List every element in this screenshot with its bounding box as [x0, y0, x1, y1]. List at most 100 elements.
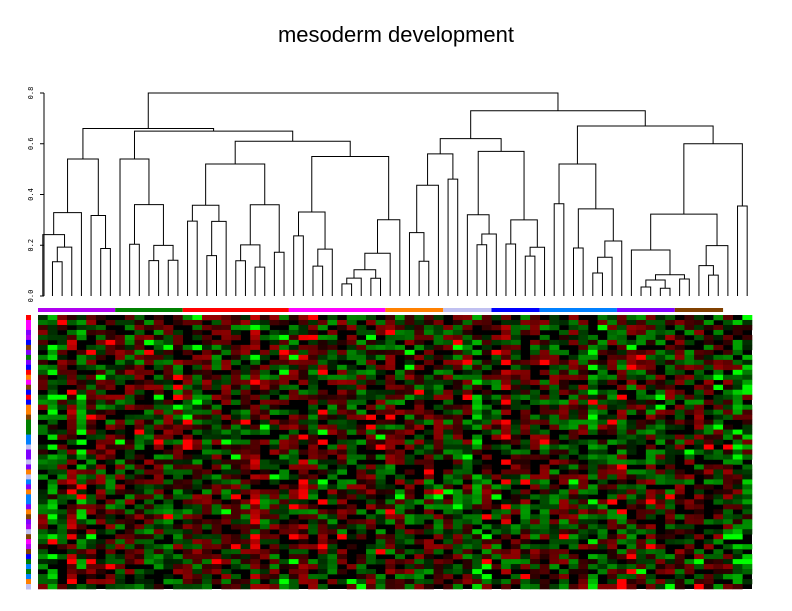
heatmap-cell: [279, 339, 290, 346]
heatmap-cell: [732, 569, 743, 575]
row-color-bar: [26, 554, 31, 560]
heatmap-cell: [452, 359, 463, 366]
heatmap-cell: [173, 344, 184, 351]
heatmap-cell: [366, 359, 377, 366]
heatmap-cell: [742, 569, 753, 575]
heatmap-cell: [481, 349, 492, 356]
heatmap-cell: [607, 424, 618, 430]
heatmap-cell: [713, 539, 724, 545]
heatmap-cell: [568, 569, 579, 575]
heatmap-cell: [317, 374, 328, 381]
heatmap-cell: [57, 399, 68, 405]
heatmap-cell: [250, 374, 261, 381]
heatmap-cell: [472, 504, 483, 510]
heatmap-cell: [742, 489, 753, 495]
heatmap-cell: [636, 529, 647, 535]
heatmap-cell: [375, 394, 386, 400]
heatmap-cell: [298, 324, 309, 331]
heatmap-cell: [655, 579, 666, 585]
heatmap-cell: [153, 469, 164, 475]
heatmap-cell: [38, 334, 48, 341]
heatmap-cell: [211, 404, 222, 410]
heatmap-cell: [597, 569, 608, 575]
heatmap-cell: [308, 359, 319, 366]
heatmap-cell: [115, 349, 126, 356]
heatmap-cell: [337, 419, 348, 425]
heatmap-cell: [732, 429, 743, 435]
heatmap-cell: [578, 439, 589, 445]
heatmap-cell: [501, 444, 512, 450]
heatmap-cell: [173, 564, 184, 570]
heatmap-cell: [240, 459, 251, 465]
heatmap-cell: [626, 379, 637, 386]
heatmap-cell: [95, 429, 106, 435]
heatmap-cell: [684, 504, 695, 510]
heatmap-cell: [337, 454, 348, 460]
heatmap-cell: [645, 474, 656, 480]
heatmap-cell: [38, 424, 48, 430]
row-color-bar: [26, 404, 31, 411]
heatmap-cell: [510, 354, 521, 361]
heatmap-cell: [47, 354, 58, 361]
heatmap-cell: [703, 464, 714, 470]
heatmap-cell: [105, 474, 116, 480]
row-color-bar: [26, 339, 31, 346]
heatmap-cell: [481, 414, 492, 420]
heatmap-cell: [308, 529, 319, 535]
heatmap-cell: [568, 469, 579, 475]
heatmap-cell: [694, 579, 705, 585]
heatmap-cell: [76, 504, 87, 510]
heatmap-cell: [530, 484, 541, 490]
heatmap-cell: [655, 414, 666, 420]
heatmap-cell: [192, 315, 203, 321]
heatmap-cell: [607, 544, 618, 550]
heatmap-cell: [472, 569, 483, 575]
heatmap-cell: [395, 569, 405, 575]
heatmap-cell: [472, 424, 483, 430]
heatmap-cell: [288, 484, 299, 490]
heatmap-cell: [655, 499, 666, 505]
heatmap-cell: [423, 469, 434, 475]
heatmap-cell: [578, 354, 589, 361]
heatmap-cell: [433, 364, 444, 371]
heatmap-cell: [76, 449, 87, 455]
heatmap-cell: [221, 399, 232, 405]
dendrogram-branch: [67, 158, 99, 216]
heatmap-cell: [578, 579, 589, 585]
heatmap-cell: [124, 569, 135, 575]
heatmap-cell: [723, 399, 734, 405]
heatmap-cell: [57, 499, 68, 505]
heatmap-cell: [587, 399, 598, 405]
heatmap-cell: [221, 519, 232, 525]
heatmap-cell: [337, 439, 348, 445]
heatmap-cell: [115, 484, 126, 490]
heatmap-cell: [250, 449, 261, 455]
heatmap-cell: [86, 564, 97, 570]
heatmap-cell: [240, 384, 251, 391]
heatmap-cell: [452, 329, 463, 336]
heatmap-cell: [607, 584, 618, 590]
heatmap-cell: [163, 449, 174, 455]
heatmap-cell: [288, 499, 299, 505]
heatmap-cell: [298, 504, 309, 510]
heatmap-cell: [38, 464, 48, 470]
heatmap-cell: [607, 519, 618, 525]
heatmap-cell: [57, 364, 68, 371]
heatmap-cell: [375, 329, 386, 336]
heatmap-cell: [462, 529, 473, 535]
heatmap-cell: [76, 534, 87, 540]
row-color-bar: [26, 364, 31, 371]
heatmap-cell: [404, 519, 415, 525]
heatmap-cell: [423, 484, 434, 490]
heatmap-cell: [655, 379, 666, 386]
heatmap-cell: [153, 389, 164, 396]
heatmap-cell: [462, 469, 473, 475]
heatmap-cell: [327, 419, 338, 425]
heatmap-cell: [549, 509, 560, 515]
heatmap-cell: [173, 439, 184, 445]
heatmap-cell: [288, 549, 299, 555]
row-color-bar: [26, 449, 31, 455]
heatmap-cell: [66, 429, 77, 435]
heatmap-cell: [684, 339, 695, 346]
heatmap-cell: [76, 509, 87, 515]
